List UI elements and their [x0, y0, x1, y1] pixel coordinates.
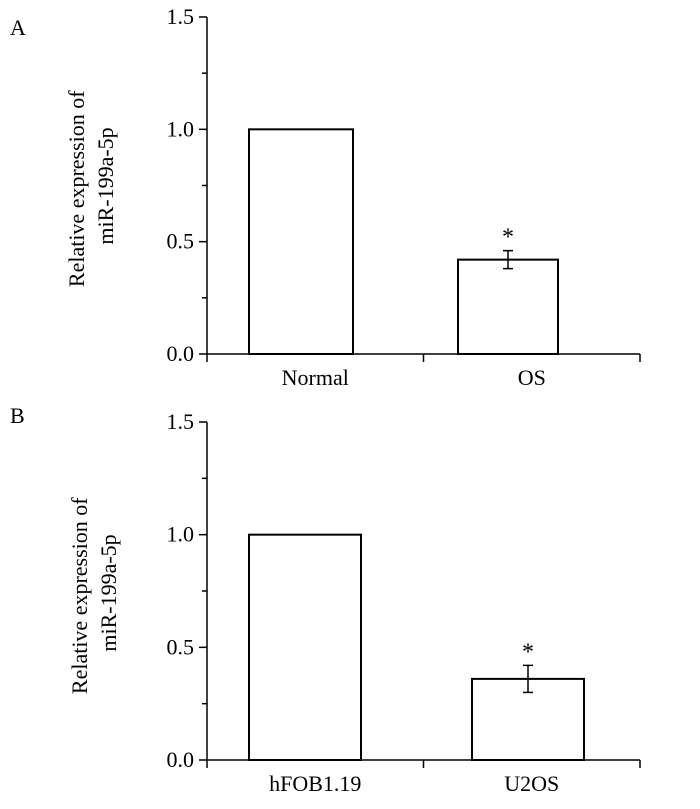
y-axis-title-line-1: Relative expression of	[67, 497, 92, 694]
y-axis-title: Relative expression of miR-199a-5p	[64, 85, 118, 287]
bar-os	[457, 258, 559, 356]
bar-hfob1-19	[248, 533, 362, 762]
y-axis-title-line-1: Relative expression of	[64, 90, 89, 287]
y-tick-label: 1.0	[167, 116, 195, 141]
x-tick-label: hFOB1.19	[269, 771, 361, 796]
x-tick-label: OS	[518, 365, 546, 390]
significance-marker: *	[522, 639, 534, 665]
y-tick-label: 1.0	[167, 522, 195, 547]
y-tick-label: 0.0	[167, 747, 195, 772]
y-tick-label: 0.5	[167, 634, 195, 659]
panel-label: B	[10, 403, 25, 428]
panel-a: A Relative expression of miR-199a-5p 0.0…	[10, 4, 641, 390]
y-tick-label: 1.5	[167, 4, 195, 29]
y-axis-title: Relative expression of miR-199a-5p	[67, 492, 121, 694]
plot-area: 0.0 0.5 1.0 1.5 hFOB1.19 U2OS *	[167, 409, 641, 796]
significance-marker: *	[502, 225, 514, 251]
y-tick-label: 0.0	[167, 341, 195, 366]
x-tick-label: U2OS	[504, 771, 559, 796]
plot-area: 0.0 0.5 1.0 1.5 Normal OS *	[167, 4, 641, 390]
panel-b: B Relative expression of miR-199a-5p 0.0…	[10, 403, 641, 796]
y-tick-label: 0.5	[167, 229, 195, 254]
panel-label: A	[10, 15, 26, 40]
y-axis-title-line-2: miR-199a-5p	[96, 534, 121, 651]
y-axis-title-line-2: miR-199a-5p	[93, 127, 118, 244]
y-tick-label: 1.5	[167, 409, 195, 434]
x-tick-label: Normal	[282, 365, 349, 390]
bar-normal	[248, 128, 354, 355]
